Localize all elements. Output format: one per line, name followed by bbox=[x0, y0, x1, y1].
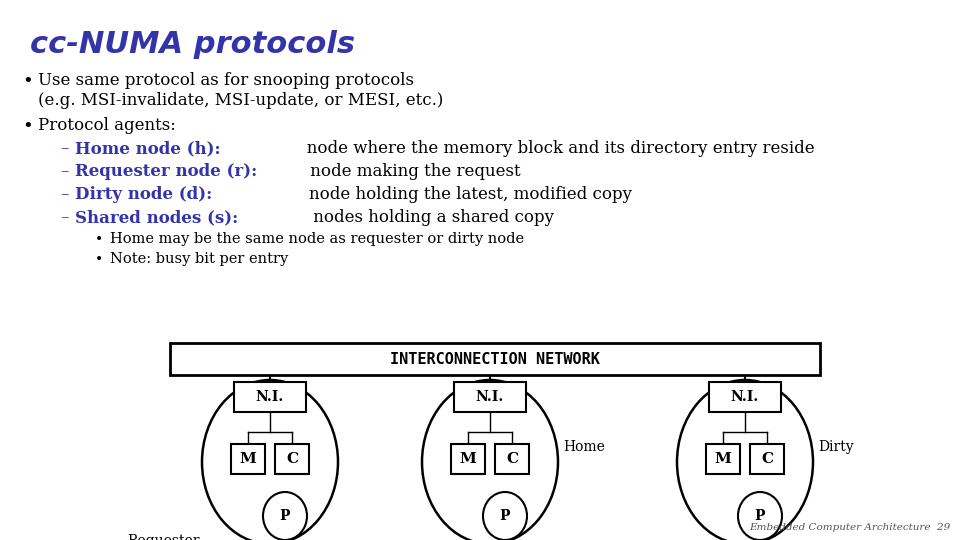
Text: C: C bbox=[506, 452, 518, 466]
Text: Home node (h):: Home node (h): bbox=[75, 140, 221, 157]
Text: •: • bbox=[22, 117, 33, 135]
Bar bbox=[495, 444, 529, 474]
Text: C: C bbox=[761, 452, 773, 466]
Text: INTERCONNECTION NETWORK: INTERCONNECTION NETWORK bbox=[390, 352, 600, 367]
Ellipse shape bbox=[202, 380, 338, 540]
Text: •: • bbox=[95, 252, 104, 266]
Text: –: – bbox=[60, 209, 68, 226]
Ellipse shape bbox=[738, 492, 782, 540]
Text: node making the request: node making the request bbox=[305, 163, 520, 180]
Text: •: • bbox=[22, 72, 33, 90]
Text: Shared nodes (s):: Shared nodes (s): bbox=[75, 209, 238, 226]
Text: M: M bbox=[460, 452, 476, 466]
Bar bbox=[234, 382, 306, 412]
Bar bbox=[231, 444, 265, 474]
Text: N.I.: N.I. bbox=[256, 390, 284, 404]
Ellipse shape bbox=[483, 492, 527, 540]
Text: C: C bbox=[286, 452, 298, 466]
Text: P: P bbox=[755, 509, 765, 523]
Text: Home may be the same node as requester or dirty node: Home may be the same node as requester o… bbox=[110, 232, 524, 246]
Text: Home: Home bbox=[563, 440, 605, 454]
Text: Note: busy bit per entry: Note: busy bit per entry bbox=[110, 252, 288, 266]
Bar bbox=[454, 382, 526, 412]
Bar bbox=[750, 444, 784, 474]
Text: Dirty node (d):: Dirty node (d): bbox=[75, 186, 212, 203]
Bar bbox=[451, 444, 485, 474]
Text: •: • bbox=[95, 232, 104, 246]
Text: nodes holding a shared copy: nodes holding a shared copy bbox=[287, 209, 554, 226]
Bar bbox=[709, 382, 781, 412]
Text: N.I.: N.I. bbox=[476, 390, 504, 404]
Text: N.I.: N.I. bbox=[731, 390, 759, 404]
Text: node holding the latest, modified copy: node holding the latest, modified copy bbox=[267, 186, 632, 203]
Text: Requester: Requester bbox=[128, 534, 200, 540]
Text: (e.g. MSI-invalidate, MSI-update, or MESI, etc.): (e.g. MSI-invalidate, MSI-update, or MES… bbox=[38, 92, 444, 109]
Text: –: – bbox=[60, 186, 68, 203]
Text: –: – bbox=[60, 163, 68, 180]
Ellipse shape bbox=[263, 492, 307, 540]
Text: P: P bbox=[279, 509, 290, 523]
Text: cc-NUMA protocols: cc-NUMA protocols bbox=[30, 30, 355, 59]
Text: M: M bbox=[714, 452, 732, 466]
Text: P: P bbox=[500, 509, 511, 523]
Text: Dirty: Dirty bbox=[818, 440, 853, 454]
Bar bbox=[706, 444, 740, 474]
Ellipse shape bbox=[422, 380, 558, 540]
Text: Embedded Computer Architecture  29: Embedded Computer Architecture 29 bbox=[749, 523, 950, 532]
Text: Requester node (r):: Requester node (r): bbox=[75, 163, 257, 180]
Bar bbox=[275, 444, 309, 474]
Text: node where the memory block and its directory entry reside: node where the memory block and its dire… bbox=[270, 140, 815, 157]
Bar bbox=[170, 343, 820, 375]
Text: Protocol agents:: Protocol agents: bbox=[38, 117, 176, 134]
Text: –: – bbox=[60, 140, 68, 157]
Ellipse shape bbox=[677, 380, 813, 540]
Text: Use same protocol as for snooping protocols: Use same protocol as for snooping protoc… bbox=[38, 72, 414, 89]
Text: M: M bbox=[240, 452, 256, 466]
